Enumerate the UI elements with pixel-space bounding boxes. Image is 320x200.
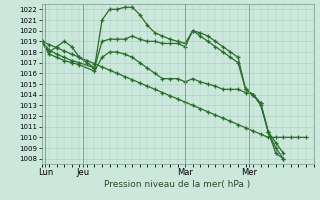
X-axis label: Pression niveau de la mer( hPa ): Pression niveau de la mer( hPa ) <box>104 180 251 189</box>
